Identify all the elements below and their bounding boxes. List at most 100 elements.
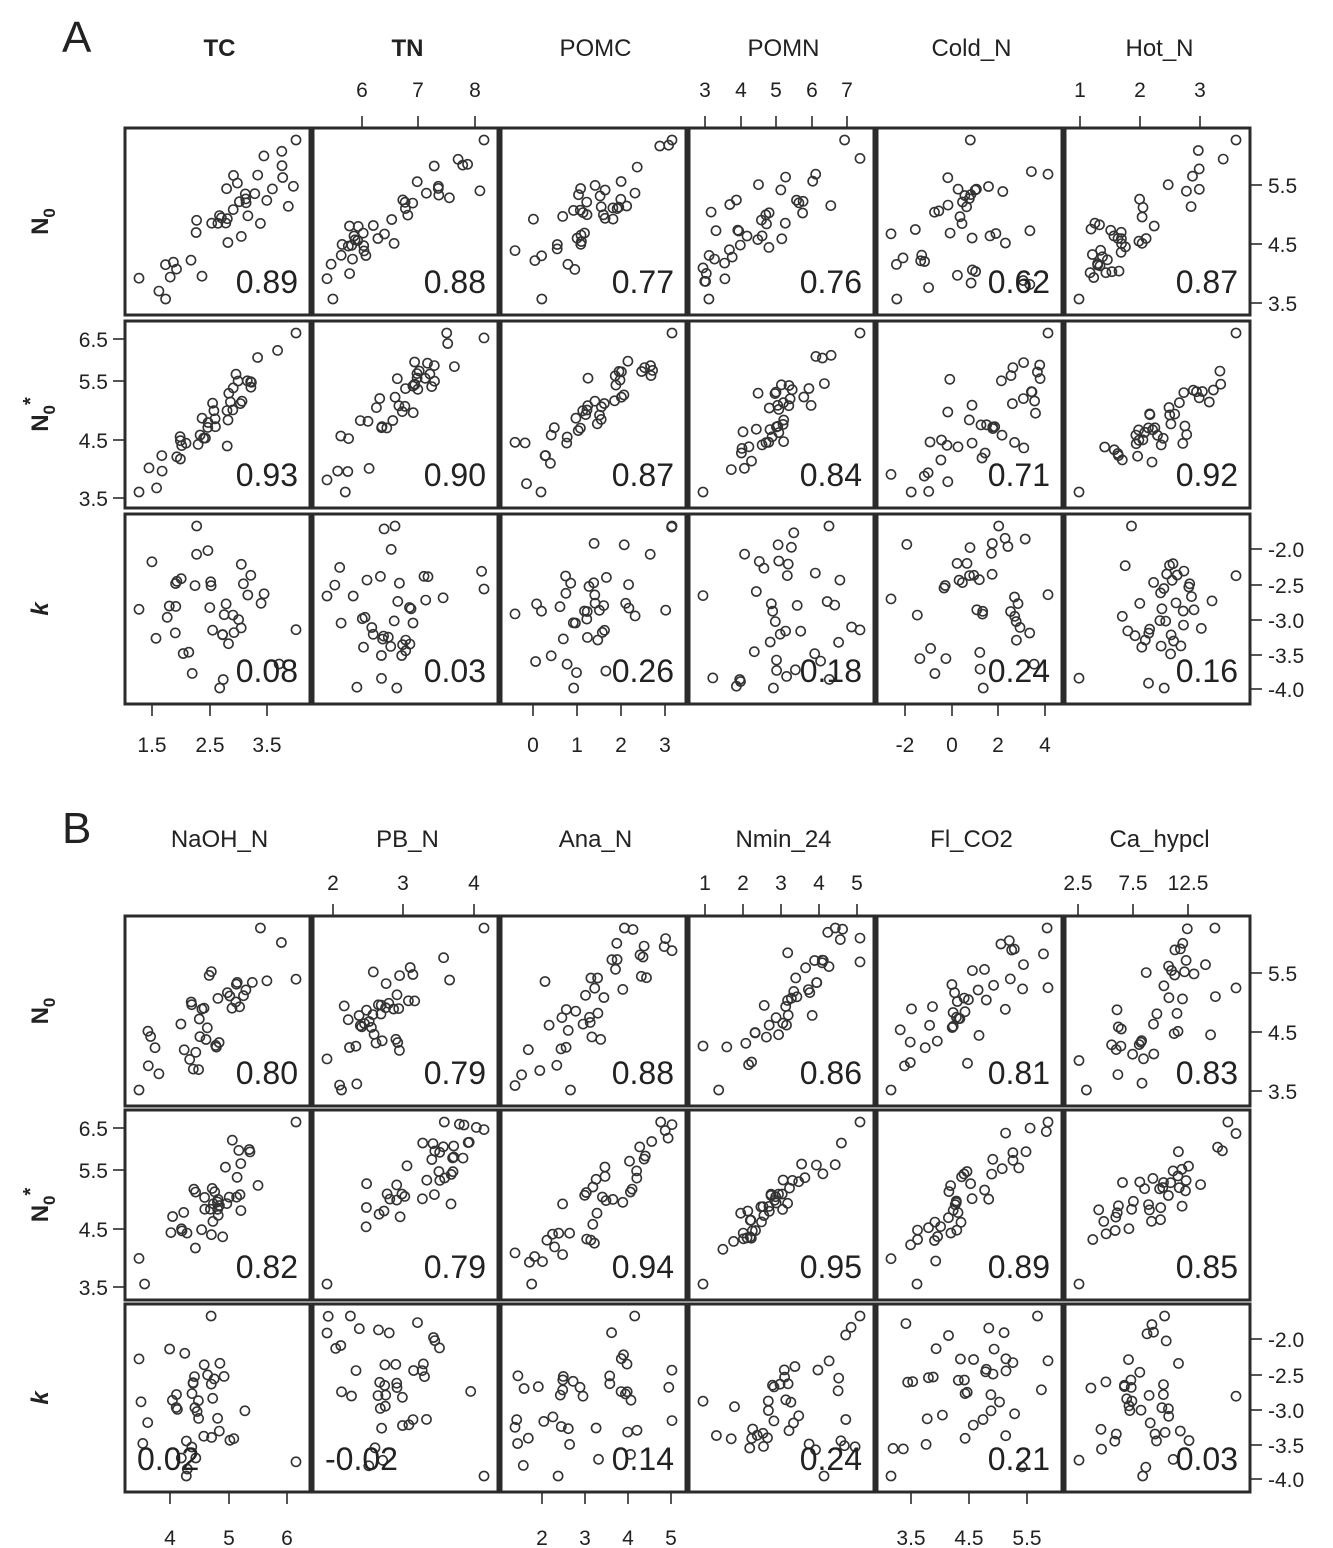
scatter-point — [547, 1228, 558, 1240]
x-tick-label: 2 — [615, 734, 627, 757]
scatter-cell: 0.90 — [311, 319, 500, 510]
scatter-point — [231, 1191, 242, 1203]
scatter-point — [393, 400, 405, 412]
scatter-point — [823, 674, 835, 685]
cell-frame — [123, 512, 312, 706]
scatter-point — [518, 1383, 530, 1394]
scatter-point — [252, 169, 264, 181]
scatter-point — [207, 397, 218, 409]
scatter-point — [945, 1227, 957, 1239]
scatter-point — [183, 646, 195, 658]
scatter-point — [585, 972, 597, 984]
scatter-point — [709, 253, 720, 265]
scatter-point — [396, 1188, 408, 1200]
scatter-point — [592, 634, 604, 646]
scatter-point — [774, 1378, 786, 1390]
scatter-point — [557, 210, 569, 222]
y-tick-label: -4.0 — [1268, 1469, 1304, 1492]
x-tick-label: 5 — [665, 1527, 677, 1548]
scatter-point — [761, 218, 772, 230]
scatter-point — [747, 1423, 759, 1435]
scatter-point — [545, 650, 557, 662]
scatter-point — [996, 429, 1008, 441]
scatter-point — [230, 368, 242, 380]
scatter-point — [918, 470, 930, 482]
scatter-point — [1144, 1204, 1155, 1216]
scatter-point — [611, 203, 623, 214]
correlation-label: 0.88 — [612, 1055, 674, 1091]
scatter-point — [920, 1439, 932, 1450]
scatter-point — [1180, 955, 1192, 966]
scatter-point — [836, 1137, 847, 1149]
scatter-point — [218, 609, 230, 621]
scatter-point — [990, 228, 1002, 239]
scatter-point — [536, 293, 548, 305]
scatter-point — [1217, 153, 1229, 165]
scatter-point — [276, 145, 288, 157]
variable-name: Nmin_24 — [735, 826, 831, 853]
scatter-point — [638, 1153, 650, 1165]
scatter-point — [392, 596, 404, 607]
scatter-point — [196, 1003, 208, 1015]
scatter-point — [711, 1430, 722, 1441]
correlation-label: 0.84 — [800, 457, 862, 493]
scatter-point — [773, 427, 785, 438]
scatter-point — [662, 1132, 674, 1144]
scatter-point — [401, 1160, 413, 1172]
scatter-point — [952, 441, 964, 453]
scatter-point — [1004, 973, 1016, 985]
scatter-point — [635, 970, 647, 982]
scatter-point — [181, 1463, 193, 1475]
scatter-point — [1171, 1008, 1183, 1019]
scatter-point — [199, 1192, 210, 1203]
scatter-point — [186, 999, 198, 1011]
scatter-point — [598, 209, 609, 221]
scatter-point — [724, 199, 736, 210]
scatter-cell: 0.83 — [1063, 914, 1252, 1108]
scatter-point — [400, 383, 411, 394]
cell-frame — [123, 126, 312, 317]
scatter-point — [1016, 1461, 1028, 1473]
scatter-point — [363, 1460, 375, 1472]
scatter-point — [1197, 386, 1208, 397]
scatter-point — [777, 1204, 788, 1215]
scatter-point — [811, 977, 823, 988]
scatter-point — [384, 1193, 396, 1205]
variable-name: Cold_N — [931, 35, 1011, 62]
scatter-point — [322, 1310, 334, 1322]
cell-frame — [123, 1302, 312, 1494]
scatter-point — [973, 1030, 985, 1041]
scatter-cell: 0.21 — [875, 1302, 1064, 1494]
scatter-point — [989, 421, 1001, 433]
y-tick-label: 6.5 — [79, 329, 108, 352]
scatter-point — [206, 1183, 218, 1194]
scatter-point — [237, 578, 249, 590]
scatter-point — [1173, 1358, 1184, 1369]
scatter-point — [409, 356, 420, 368]
scatter-point — [360, 1202, 372, 1213]
scatter-point — [832, 1385, 844, 1397]
scatter-point — [555, 1421, 567, 1432]
scatter-point — [411, 372, 423, 384]
scatter-point — [777, 418, 789, 430]
scatter-point — [465, 1386, 477, 1397]
scatter-point — [407, 407, 419, 419]
scatter-point — [176, 1223, 187, 1235]
scatter-point — [625, 1449, 636, 1460]
scatter-point — [145, 1031, 156, 1042]
scatter-point — [1032, 366, 1043, 378]
scatter-point — [591, 418, 603, 430]
scatter-point — [986, 538, 998, 549]
scatter-point — [1173, 1182, 1185, 1194]
scatter-point — [193, 1013, 205, 1025]
scatter-point — [184, 1054, 196, 1065]
scatter-point — [891, 258, 902, 270]
scatter-point — [230, 978, 242, 990]
variable-name: Ana_N — [559, 826, 632, 853]
scatter-point — [629, 1310, 641, 1322]
scatter-point — [621, 200, 633, 212]
scatter-point — [809, 648, 821, 660]
scatter-point — [1222, 1116, 1234, 1128]
scatter-point — [411, 368, 423, 379]
